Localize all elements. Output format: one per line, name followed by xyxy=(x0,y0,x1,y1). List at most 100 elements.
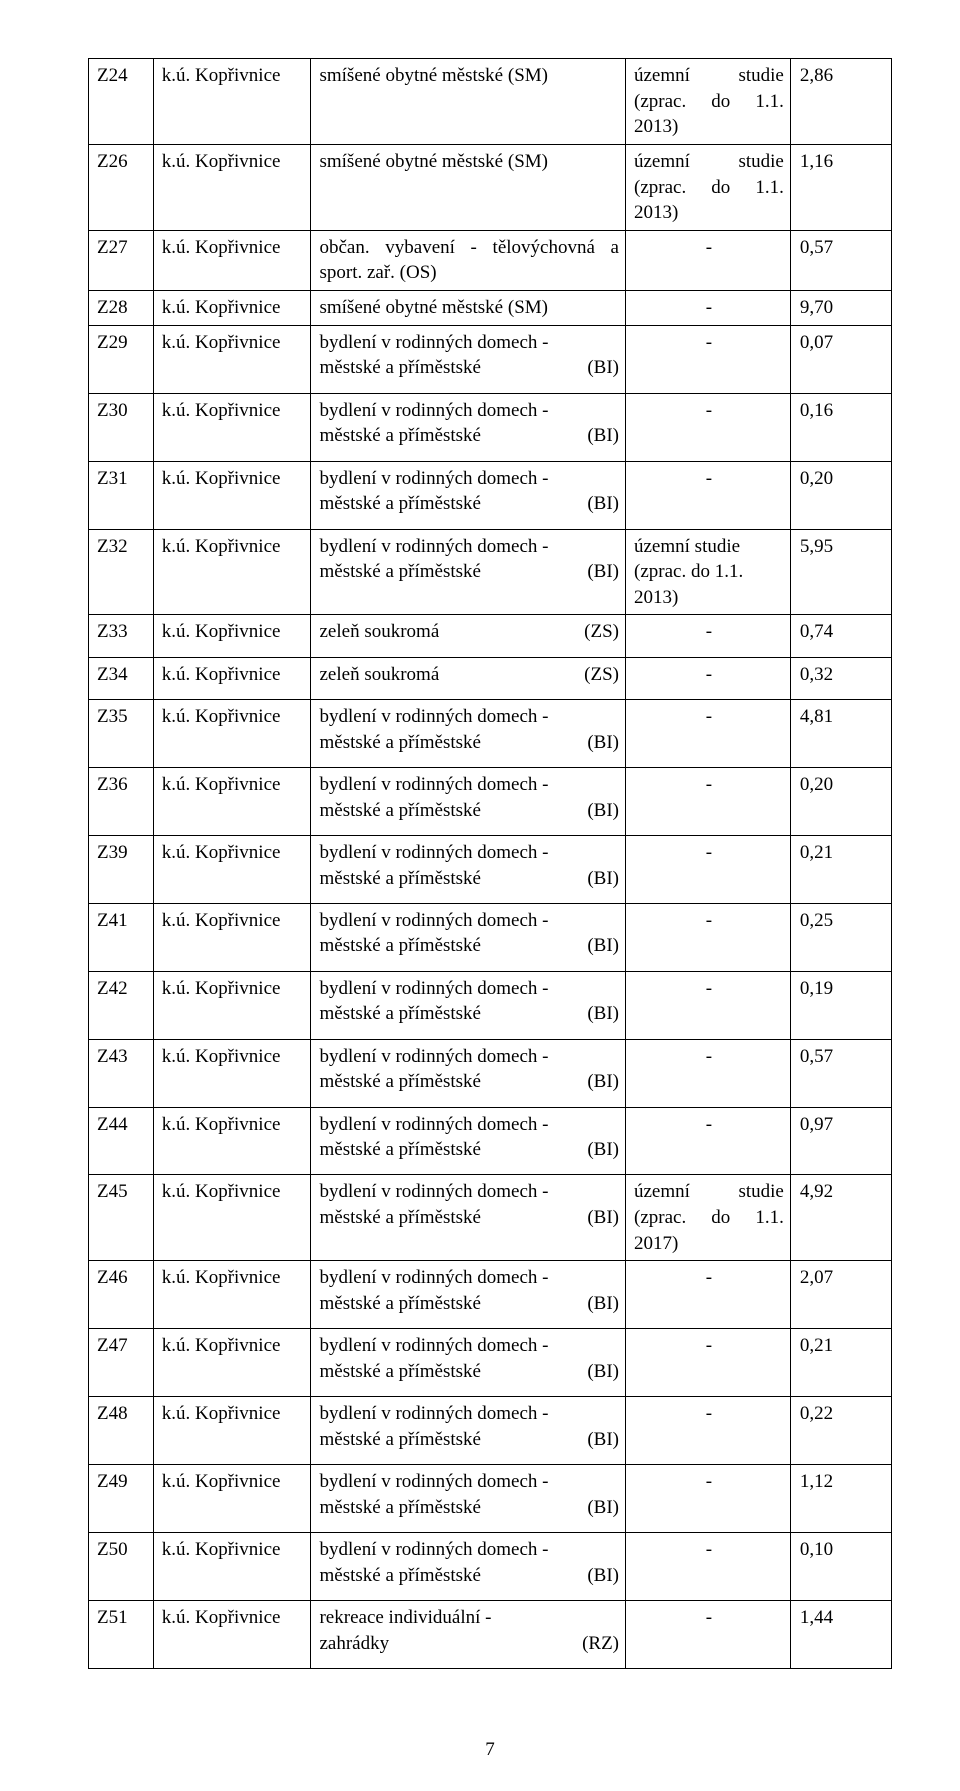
cell-usage: bydlení v rodinných domech -městské a př… xyxy=(311,767,626,835)
cell-area: 0,97 xyxy=(790,1107,891,1175)
cell-text: městské a příměstské(BI) xyxy=(319,491,619,517)
cell-usage: smíšené obytné městské (SM) xyxy=(311,144,626,230)
cell-ku: k.ú. Kopřivnice xyxy=(153,1107,311,1175)
cell-usage: bydlení v rodinných domech -městské a př… xyxy=(311,461,626,529)
cell-id: Z42 xyxy=(89,971,154,1039)
cell-study: územní studie (zprac. do 1.1. 2017) xyxy=(626,1175,791,1261)
table-row: Z51k.ú. Kopřivnicerekreace individuální … xyxy=(89,1601,892,1669)
cell-area: 0,16 xyxy=(790,393,891,461)
cell-text: městské a příměstské(BI) xyxy=(319,559,619,585)
cell-text: územní studie (zprac. do 1.1. 2013) xyxy=(634,65,784,137)
table-row: Z28k.ú. Kopřivnicesmíšené obytné městské… xyxy=(89,291,892,326)
cell-area: 1,12 xyxy=(790,1465,891,1533)
cell-study: - xyxy=(626,1261,791,1329)
page-number: 7 xyxy=(88,1739,892,1761)
cell-usage: zeleň soukromá(ZS) xyxy=(311,615,626,657)
cell-text: bydlení v rodinných domech - xyxy=(319,332,548,353)
table-row: Z50k.ú. Kopřivnicebydlení v rodinných do… xyxy=(89,1533,892,1601)
cell-text: městské a příměstské(BI) xyxy=(319,933,619,959)
cell-text: - xyxy=(706,1046,712,1067)
cell-text: územní studie (zprac. do 1.1. 2017) xyxy=(634,1181,784,1253)
cell-text: městské a příměstské(BI) xyxy=(319,423,619,449)
cell-text: - xyxy=(706,1403,712,1424)
cell-area: 0,19 xyxy=(790,971,891,1039)
cell-text: - xyxy=(706,664,712,685)
cell-ku: k.ú. Kopřivnice xyxy=(153,1261,311,1329)
cell-study: územní studie (zprac. do 1.1. 2013) xyxy=(626,529,791,615)
cell-text: zahrádky(RZ) xyxy=(319,1631,619,1657)
cell-ku: k.ú. Kopřivnice xyxy=(153,767,311,835)
cell-area: 1,16 xyxy=(790,144,891,230)
cell-text: - xyxy=(706,706,712,727)
cell-usage: bydlení v rodinných domech -městské a př… xyxy=(311,1175,626,1261)
cell-usage: rekreace individuální -zahrádky(RZ) xyxy=(311,1601,626,1669)
cell-ku: k.ú. Kopřivnice xyxy=(153,903,311,971)
cell-text: městské a příměstské(BI) xyxy=(319,1427,619,1453)
cell-text: městské a příměstské(BI) xyxy=(319,1137,619,1163)
cell-study: územní studie (zprac. do 1.1. 2013) xyxy=(626,144,791,230)
cell-text: - xyxy=(706,842,712,863)
cell-study: - xyxy=(626,835,791,903)
cell-ku: k.ú. Kopřivnice xyxy=(153,835,311,903)
cell-text: městské a příměstské(BI) xyxy=(319,1359,619,1385)
cell-area: 0,21 xyxy=(790,1329,891,1397)
table-row: Z30k.ú. Kopřivnicebydlení v rodinných do… xyxy=(89,393,892,461)
cell-text: bydlení v rodinných domech - xyxy=(319,978,548,999)
table-row: Z48k.ú. Kopřivnicebydlení v rodinných do… xyxy=(89,1397,892,1465)
cell-usage: bydlení v rodinných domech -městské a př… xyxy=(311,393,626,461)
table-row: Z45k.ú. Kopřivnicebydlení v rodinných do… xyxy=(89,1175,892,1261)
cell-ku: k.ú. Kopřivnice xyxy=(153,1601,311,1669)
cell-ku: k.ú. Kopřivnice xyxy=(153,657,311,699)
cell-ku: k.ú. Kopřivnice xyxy=(153,230,311,290)
cell-text: smíšené obytné městské (SM) xyxy=(319,297,548,318)
cell-study: územní studie (zprac. do 1.1. 2013) xyxy=(626,59,791,145)
cell-area: 0,74 xyxy=(790,615,891,657)
cell-usage: smíšené obytné městské (SM) xyxy=(311,59,626,145)
cell-text: bydlení v rodinných domech - xyxy=(319,1403,548,1424)
cell-area: 4,92 xyxy=(790,1175,891,1261)
table-row: Z36k.ú. Kopřivnicebydlení v rodinných do… xyxy=(89,767,892,835)
cell-text: městské a příměstské(BI) xyxy=(319,730,619,756)
cell-id: Z26 xyxy=(89,144,154,230)
table-row: Z44k.ú. Kopřivnicebydlení v rodinných do… xyxy=(89,1107,892,1175)
cell-usage: smíšené obytné městské (SM) xyxy=(311,291,626,326)
cell-study: - xyxy=(626,1533,791,1601)
cell-area: 2,07 xyxy=(790,1261,891,1329)
cell-ku: k.ú. Kopřivnice xyxy=(153,971,311,1039)
cell-text: městské a příměstské(BI) xyxy=(319,1563,619,1589)
cell-usage: bydlení v rodinných domech -městské a př… xyxy=(311,1261,626,1329)
table-row: Z42k.ú. Kopřivnice bydlení v rodinných do… xyxy=(89,971,892,1039)
cell-text: bydlení v rodinných domech - xyxy=(319,468,548,489)
cell-area: 0,25 xyxy=(790,903,891,971)
cell-text: - xyxy=(706,621,712,642)
table-row: Z31k.ú. Kopřivnicebydlení v rodinných do… xyxy=(89,461,892,529)
cell-usage: bydlení v rodinných domech -městské a př… xyxy=(311,325,626,393)
cell-area: 1,44 xyxy=(790,1601,891,1669)
cell-area: 0,22 xyxy=(790,1397,891,1465)
cell-text: bydlení v rodinných domech - xyxy=(319,1046,548,1067)
cell-text: - xyxy=(706,297,712,318)
cell-usage: bydlení v rodinných domech -městské a př… xyxy=(311,529,626,615)
table-row: Z32k.ú. Kopřivnicebydlení v rodinných do… xyxy=(89,529,892,615)
cell-study: - xyxy=(626,461,791,529)
cell-ku: k.ú. Kopřivnice xyxy=(153,615,311,657)
table-row: Z33k.ú. Kopřivnicezeleň soukromá(ZS)-0,7… xyxy=(89,615,892,657)
cell-area: 0,32 xyxy=(790,657,891,699)
cell-id: Z24 xyxy=(89,59,154,145)
cell-ku: k.ú. Kopřivnice xyxy=(153,1039,311,1107)
cell-usage: bydlení v rodinných domech -městské a př… xyxy=(311,1107,626,1175)
cell-text: městské a příměstské(BI) xyxy=(319,1495,619,1521)
cell-text: - xyxy=(706,774,712,795)
cell-id: Z50 xyxy=(89,1533,154,1601)
cell-text: městské a příměstské(BI) xyxy=(319,1001,619,1027)
cell-id: Z31 xyxy=(89,461,154,529)
cell-study: - xyxy=(626,393,791,461)
cell-area: 0,20 xyxy=(790,767,891,835)
table-row: Z35k.ú. Kopřivnicebydlení v rodinných do… xyxy=(89,700,892,768)
cell-id: Z39 xyxy=(89,835,154,903)
cell-usage: občan. vybavení - tělovýchovná a sport. … xyxy=(311,230,626,290)
cell-usage: bydlení v rodinných domech -městské a př… xyxy=(311,903,626,971)
cell-text: zeleň soukromá(ZS) xyxy=(319,619,619,645)
table-row: Z39k.ú. Kopřivnicebydlení v rodinných do… xyxy=(89,835,892,903)
cell-id: Z29 xyxy=(89,325,154,393)
